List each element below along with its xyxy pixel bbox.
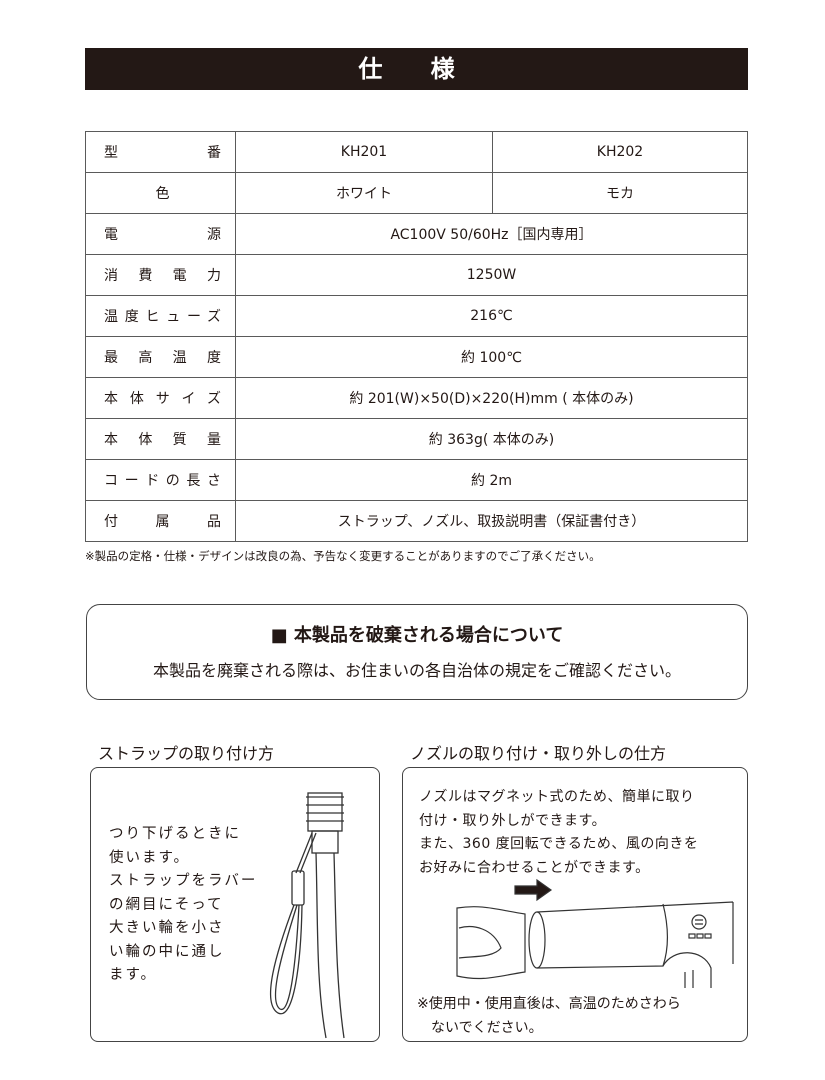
nozzle-illustration <box>456 878 734 988</box>
text-line: い輪の中に通し <box>109 943 225 960</box>
row-label: 最高温度 <box>85 336 236 378</box>
disposal-heading: ■ 本製品を破棄される場合について <box>270 625 564 646</box>
text-line: ます。 <box>109 967 158 983</box>
disposal-box: ■ 本製品を破棄される場合について 本製品を廃棄される際は、お住まいの各自治体の… <box>86 604 748 700</box>
strap-instructions: つり下げるときに 使います。 ストラップをラバー の網目にそって 大きい輪を小さ… <box>109 823 258 988</box>
row-label: 本体サイズ <box>85 377 236 419</box>
text-line: つり下げるときに <box>109 826 241 842</box>
table-row: 型番 KH201 KH202 <box>85 131 748 173</box>
text-line: ノズルはマグネット式のため、簡単に取り <box>419 789 695 805</box>
table-row: 最高温度約 100℃ <box>85 336 748 378</box>
spec-note: ※製品の定格・仕様・デザインは改良の為、予告なく変更することがありますのでご了承… <box>85 549 601 563</box>
row-label: 電源 <box>85 213 236 255</box>
row-label: 型番 <box>85 131 236 173</box>
nozzle-instructions: ノズルはマグネット式のため、簡単に取り 付け・取り外しができます。 また、360… <box>419 786 698 880</box>
heat-warning: ※使用中・使用直後は、高温のためさわら ないでください。 <box>417 993 681 1040</box>
row-label: 付属品 <box>85 500 236 542</box>
strap-box: つり下げるときに 使います。 ストラップをラバー の網目にそって 大きい輪を小さ… <box>90 767 380 1042</box>
text-line: お好みに合わせることができます。 <box>419 859 650 876</box>
table-row: 消費電力 1250W <box>85 254 748 296</box>
table-row: 温度ヒューズ 216℃ <box>85 295 748 337</box>
disposal-text: 本製品を廃棄される際は、お住まいの各自治体の規定をご確認ください。 <box>152 661 681 680</box>
row-label: 温度ヒューズ <box>85 295 236 337</box>
strap-heading: ストラップの取り付け方 <box>98 744 275 763</box>
text-line: 大きい輪を小さ <box>109 920 225 936</box>
arrow-right-icon <box>514 878 553 902</box>
cell-value: 1250W <box>235 254 748 296</box>
table-row: 色ホワイト モカ <box>85 172 748 214</box>
text-line: の網目にそって <box>109 896 224 913</box>
cell-value: モカ <box>492 172 748 214</box>
cell-value: KH202 <box>492 131 748 173</box>
cell-value: 約 2m <box>235 459 748 501</box>
nozzle-box: ノズルはマグネット式のため、簡単に取り 付け・取り外しができます。 また、360… <box>402 767 748 1042</box>
cell-value: ストラップ、ノズル、取扱説明書（保証書付き） <box>235 500 748 542</box>
row-label: 消費電力 <box>85 254 236 296</box>
cell-value: 約 100℃ <box>235 336 748 378</box>
strap-illustration <box>269 792 345 1039</box>
page-title: 仕 様 <box>85 48 748 90</box>
cell-value: 約 201(W)×50(D)×220(H)mm ( 本体のみ) <box>235 377 748 419</box>
table-row: コードの長さ約 2m <box>85 459 748 501</box>
row-label: コードの長さ <box>85 459 236 501</box>
text-line: ※使用中・使用直後は、高温のためさわら <box>417 996 681 1012</box>
nozzle-heading: ノズルの取り付け・取り外しの仕方 <box>410 744 667 763</box>
table-row: 電源 AC100V 50/60Hz［国内専用］ <box>85 213 748 255</box>
cell-value: KH201 <box>235 131 493 173</box>
text-line: また、360 度回転できるため、風の向きを <box>419 836 699 852</box>
table-row: 本体質量約 363g( 本体のみ) <box>85 418 748 460</box>
row-label: 色 <box>85 172 236 214</box>
table-row: 本体サイズ約 201(W)×50(D)×220(H)mm ( 本体のみ) <box>85 377 748 419</box>
row-label: 本体質量 <box>85 418 236 460</box>
text-line: ないでください。 <box>417 1019 543 1036</box>
cell-value: 216℃ <box>235 295 748 337</box>
cell-value: ホワイト <box>235 172 493 214</box>
spec-table: 型番 KH201 KH202 色ホワイト モカ 電源 AC100V 50/60Hz［国内… <box>85 131 748 542</box>
text-line: ストラップをラバー <box>109 873 258 889</box>
text-line: 付け・取り外しができます。 <box>419 812 607 829</box>
text-line: 使います。 <box>109 849 191 866</box>
table-row: 付属品 ストラップ、ノズル、取扱説明書（保証書付き） <box>85 500 748 542</box>
cell-value: AC100V 50/60Hz［国内専用］ <box>235 213 748 255</box>
cell-value: 約 363g( 本体のみ) <box>235 418 748 460</box>
